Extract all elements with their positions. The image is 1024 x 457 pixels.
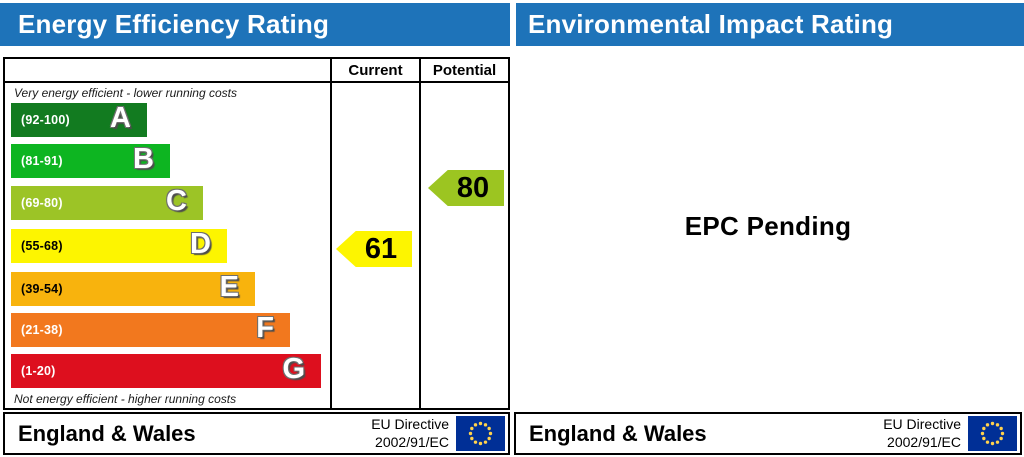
band-a-range: (92-100) (21, 113, 70, 127)
band-f: (21-38) F (11, 312, 290, 347)
caption-not-efficient: Not energy efficient - higher running co… (14, 392, 237, 406)
eu-directive-line2: 2002/91/EC (887, 433, 961, 450)
energy-rating-title: Energy Efficiency Rating (18, 9, 330, 39)
environmental-rating-header: Environmental Impact Rating (516, 3, 1024, 46)
band-g-range: (1-20) (21, 364, 56, 378)
band-b: (81-91) B (11, 143, 170, 178)
band-d-letter: D (190, 228, 211, 261)
energy-eu-directive: EU Directive 2002/91/EC (371, 416, 456, 450)
energy-rating-chart: Current Potential Very energy efficient … (3, 57, 510, 410)
column-divider (330, 59, 332, 408)
band-b-range: (81-91) (21, 154, 63, 168)
current-rating-value: 61 (364, 232, 398, 265)
band-e: (39-54) E (11, 271, 255, 306)
current-column-header: Current (348, 61, 403, 79)
energy-footer-region: England & Wales (18, 420, 196, 446)
environmental-footer: England & Wales EU Directive 2002/91/EC (514, 412, 1022, 455)
eu-flag-icon (968, 416, 1017, 451)
current-rating-arrow: 61 (336, 231, 412, 267)
environmental-rating-title: Environmental Impact Rating (528, 9, 894, 39)
band-d-range: (55-68) (21, 239, 63, 253)
band-a-letter: A (110, 102, 131, 135)
band-f-range: (21-38) (21, 323, 63, 337)
caption-very-efficient: Very energy efficient - lower running co… (14, 86, 237, 100)
band-b-letter: B (133, 143, 154, 176)
column-divider (419, 59, 421, 408)
band-a: (92-100) A (11, 102, 147, 137)
energy-footer: England & Wales EU Directive 2002/91/EC (3, 412, 510, 455)
band-g: (1-20) G (11, 353, 321, 388)
chart-header-row (5, 59, 508, 83)
band-g-letter: G (282, 353, 305, 386)
band-d: (55-68) D (11, 228, 227, 263)
eu-directive-line2: 2002/91/EC (375, 433, 449, 450)
eu-flag-icon (456, 416, 505, 451)
potential-rating-value: 80 (456, 171, 490, 204)
band-c: (69-80) C (11, 185, 203, 220)
potential-rating-arrow: 80 (428, 170, 504, 206)
band-e-range: (39-54) (21, 282, 63, 296)
eu-directive-line1: EU Directive (371, 416, 449, 433)
energy-rating-header: Energy Efficiency Rating (0, 3, 510, 46)
potential-column-header: Potential (432, 61, 497, 79)
band-f-letter: F (256, 312, 274, 345)
epc-pending-status: EPC Pending (684, 211, 852, 241)
band-c-letter: C (166, 185, 187, 218)
band-c-range: (69-80) (21, 196, 63, 210)
eu-directive-line1: EU Directive (883, 416, 961, 433)
environmental-footer-region: England & Wales (529, 420, 707, 446)
band-e-letter: E (219, 271, 239, 304)
environmental-eu-directive: EU Directive 2002/91/EC (883, 416, 968, 450)
